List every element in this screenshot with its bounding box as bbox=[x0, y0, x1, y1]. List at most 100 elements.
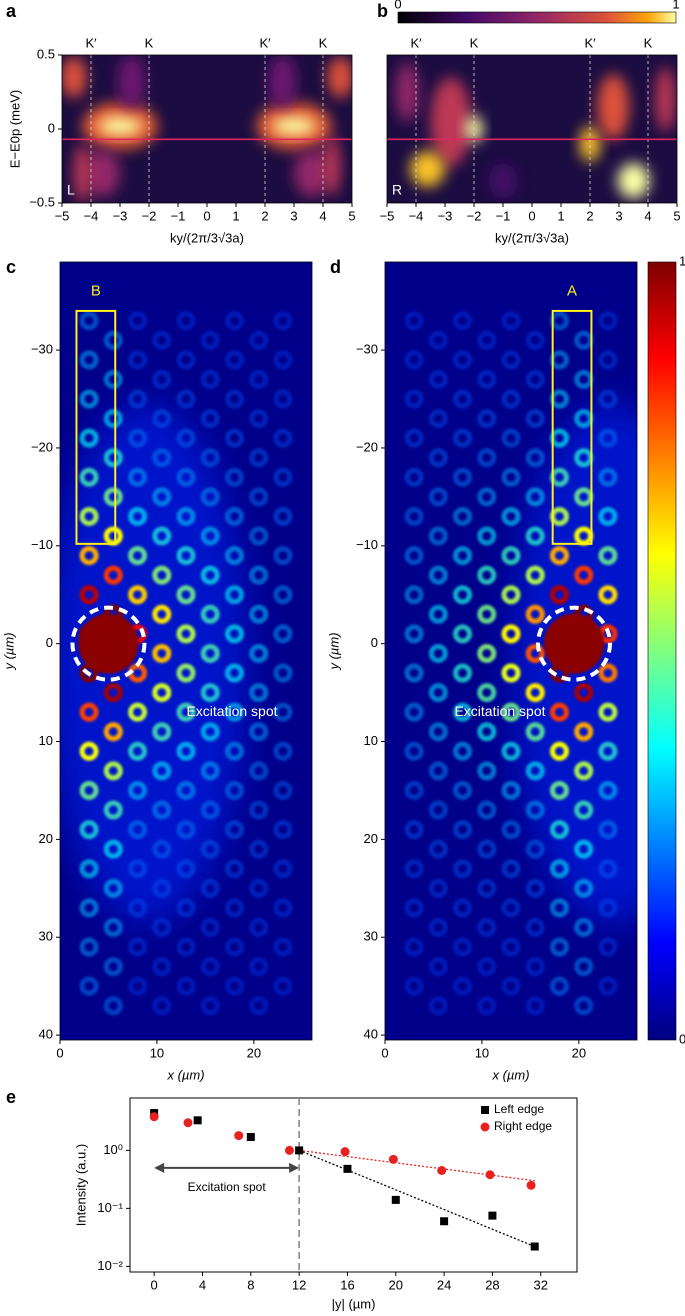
lattice-site bbox=[501, 820, 521, 840]
lattice-site bbox=[525, 409, 545, 429]
lattice-site bbox=[453, 506, 473, 526]
y-axis-label: Intensity (a.u.) bbox=[73, 1144, 88, 1226]
lattice-site bbox=[477, 526, 497, 546]
x-tick-label: 24 bbox=[437, 1277, 451, 1292]
panel: Excitation spot Left edge Right edge |y| (µ… bbox=[73, 1097, 578, 1311]
intensity-blob bbox=[85, 149, 120, 198]
lattice-site bbox=[249, 409, 269, 429]
lattice-site bbox=[428, 369, 448, 389]
lattice-site bbox=[501, 937, 521, 957]
lattice-site bbox=[103, 409, 123, 429]
lattice-site bbox=[273, 585, 293, 605]
lattice-site bbox=[404, 780, 424, 800]
lattice-site bbox=[574, 761, 594, 781]
lattice-site bbox=[453, 350, 473, 370]
lattice-site bbox=[200, 448, 220, 468]
data-point bbox=[485, 1170, 495, 1180]
lattice-site bbox=[224, 546, 244, 566]
lattice-site bbox=[404, 585, 424, 605]
lattice-site bbox=[598, 546, 618, 566]
lattice-site bbox=[477, 761, 497, 781]
lattice-site bbox=[79, 820, 99, 840]
lattice-site bbox=[152, 369, 172, 389]
x-tick-label: 2 bbox=[261, 208, 268, 223]
lattice-site bbox=[103, 761, 123, 781]
lattice-site bbox=[525, 957, 545, 977]
y-tick-label: 30 bbox=[364, 929, 378, 944]
lattice-site bbox=[453, 311, 473, 331]
x-tick-label: 10 bbox=[475, 1045, 489, 1060]
lattice-site bbox=[273, 506, 293, 526]
lattice-site bbox=[598, 506, 618, 526]
x-tick-label: 5 bbox=[348, 208, 355, 223]
lattice-site bbox=[224, 624, 244, 644]
lattice-site bbox=[501, 428, 521, 448]
colorbar-tick-label: 0 bbox=[679, 1031, 685, 1046]
plot-frame bbox=[59, 261, 313, 1041]
lattice-site bbox=[128, 585, 148, 605]
lattice-site bbox=[249, 957, 269, 977]
lattice-site bbox=[273, 976, 293, 996]
y-tick-label: 40 bbox=[364, 1027, 378, 1042]
lattice-site bbox=[200, 409, 220, 429]
y-tick-label: 20 bbox=[39, 831, 53, 846]
y-tick-label: 0 bbox=[46, 635, 53, 650]
data-point bbox=[488, 1211, 497, 1220]
lattice-site bbox=[477, 996, 497, 1016]
intensity-blob bbox=[73, 143, 92, 203]
fit-line bbox=[299, 1149, 535, 1182]
lattice-site bbox=[176, 780, 196, 800]
lattice-site bbox=[428, 604, 448, 624]
lattice-site bbox=[152, 526, 172, 546]
lattice-site bbox=[128, 976, 148, 996]
lattice-site bbox=[404, 624, 424, 644]
lattice-site bbox=[249, 565, 269, 585]
lattice-site bbox=[501, 624, 521, 644]
data-point bbox=[437, 1165, 447, 1175]
lattice-site bbox=[477, 369, 497, 389]
x-tick-label: −2 bbox=[467, 208, 482, 223]
lattice-site bbox=[598, 467, 618, 487]
lattice-site bbox=[152, 565, 172, 585]
y-tick-label: 0 bbox=[371, 635, 378, 650]
data-point bbox=[284, 1145, 294, 1155]
colorbar-tick-label: 1 bbox=[679, 253, 685, 268]
plot-area bbox=[62, 55, 352, 203]
lattice-site bbox=[152, 761, 172, 781]
lattice-site bbox=[549, 702, 569, 722]
lattice-site bbox=[128, 702, 148, 722]
lattice-site bbox=[273, 428, 293, 448]
x-tick-label: 0 bbox=[151, 1277, 158, 1292]
lattice-site bbox=[453, 898, 473, 918]
lattice-site bbox=[249, 683, 269, 703]
lattice-site bbox=[598, 585, 618, 605]
panel-label: e bbox=[6, 1087, 16, 1107]
lattice-site bbox=[200, 878, 220, 898]
valley-label: K bbox=[145, 35, 154, 50]
panel-label: b bbox=[377, 1, 388, 21]
lattice-site bbox=[428, 800, 448, 820]
lattice-site bbox=[200, 565, 220, 585]
lattice-site bbox=[477, 448, 497, 468]
y-tick-label: −0.5 bbox=[29, 194, 55, 209]
legend-label: Right edge bbox=[494, 1119, 552, 1133]
lattice-site bbox=[428, 526, 448, 546]
lattice-site bbox=[103, 330, 123, 350]
lattice-site bbox=[477, 839, 497, 859]
lattice-site bbox=[453, 663, 473, 683]
lattice-site bbox=[501, 780, 521, 800]
lattice-site bbox=[128, 428, 148, 448]
data-point bbox=[440, 1217, 449, 1226]
y-axis-label: y (µm) bbox=[326, 632, 341, 670]
lattice-site bbox=[224, 350, 244, 370]
corner-label: L bbox=[67, 182, 75, 198]
lattice-site bbox=[152, 878, 172, 898]
spot-core bbox=[78, 613, 139, 674]
y-tick-label: −20 bbox=[356, 439, 378, 454]
y-tick-label: 10⁻² bbox=[97, 1258, 123, 1273]
lattice-site bbox=[176, 937, 196, 957]
valley-label: K′ bbox=[410, 35, 422, 50]
lattice-site bbox=[200, 487, 220, 507]
lattice-site bbox=[103, 722, 123, 742]
